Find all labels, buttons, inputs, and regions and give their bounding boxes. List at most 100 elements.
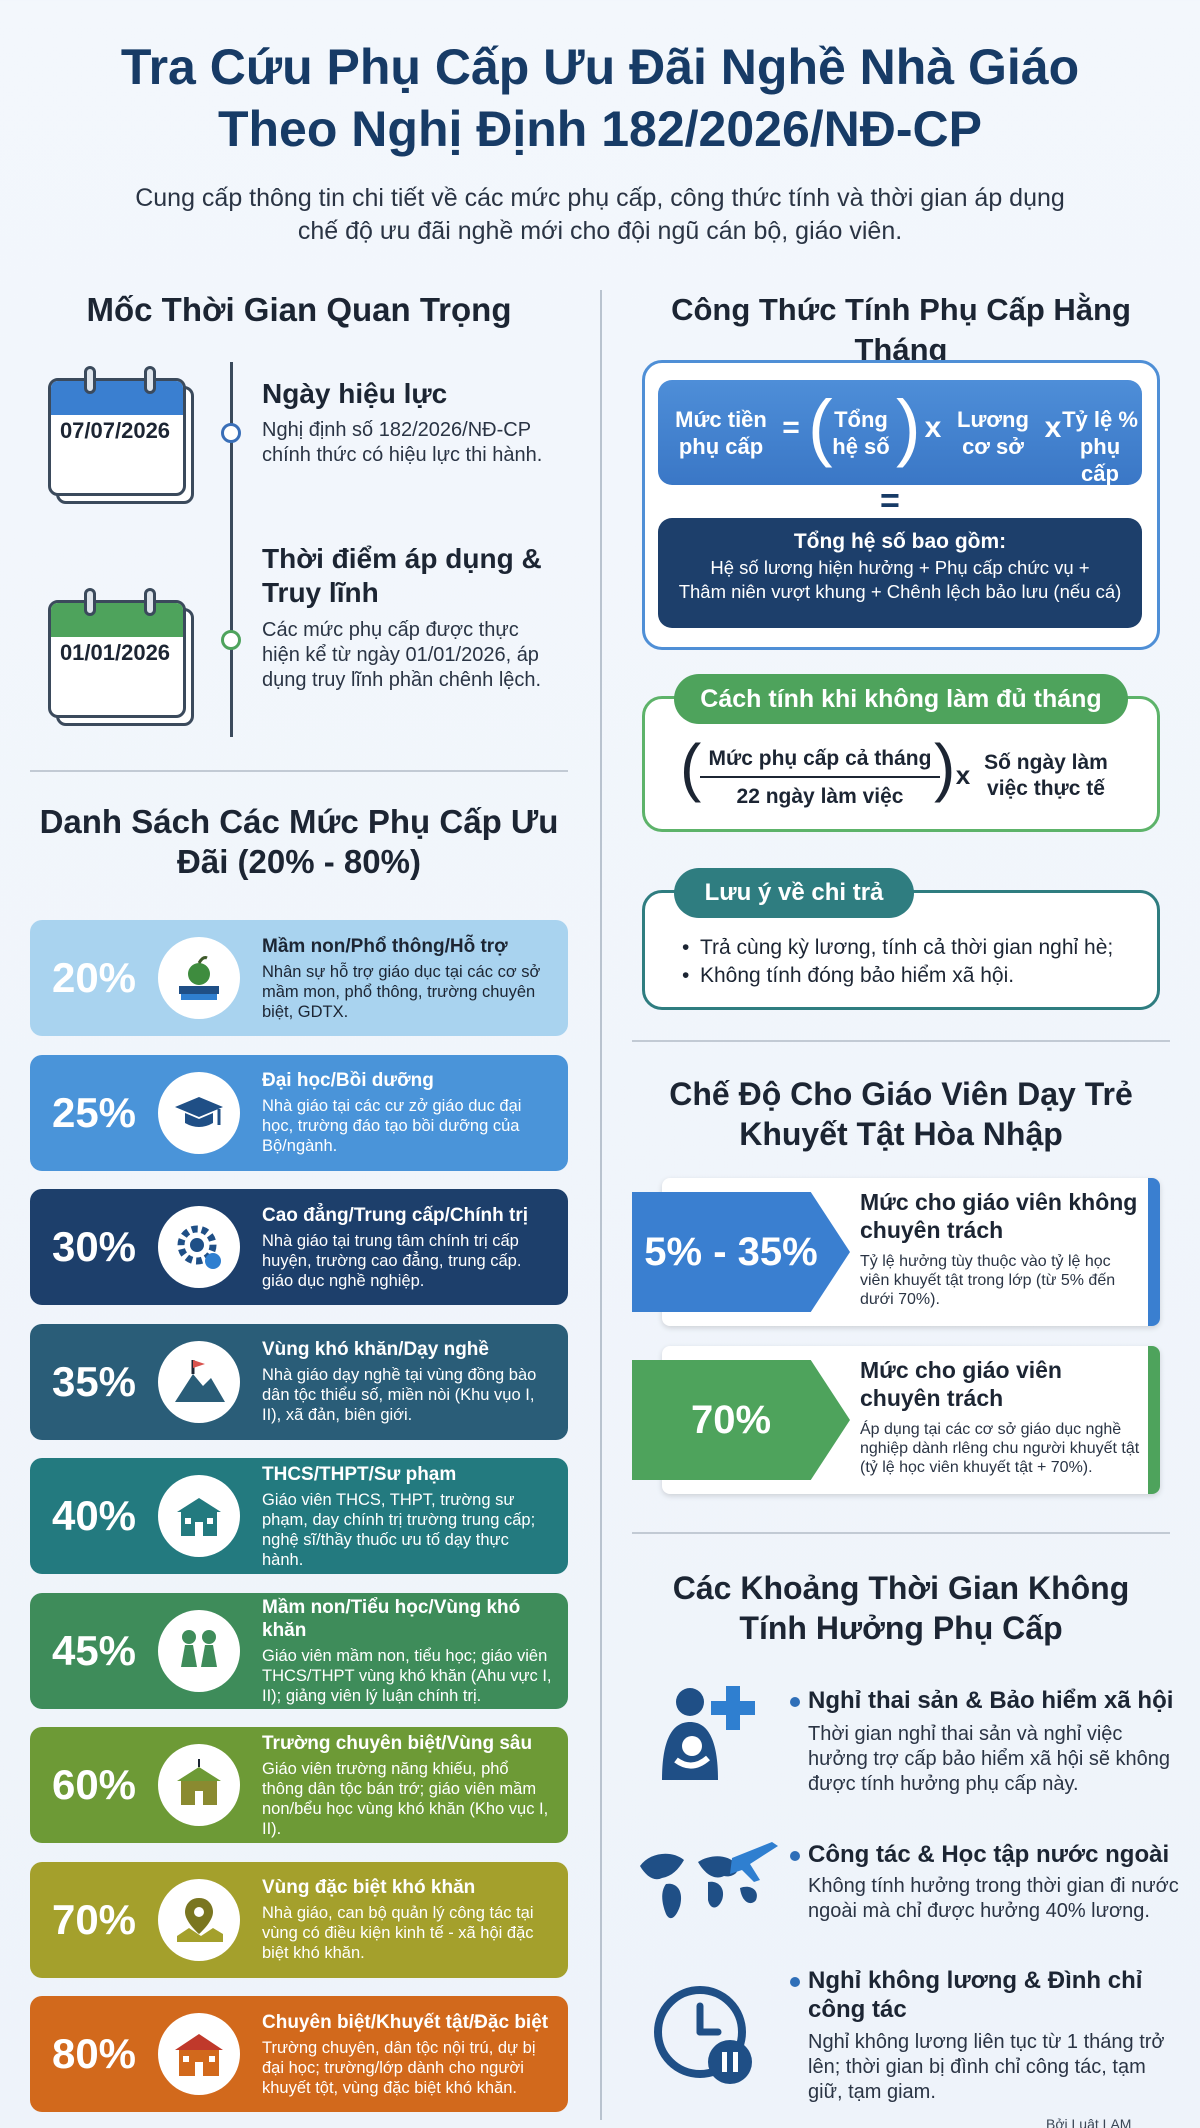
partial-numerator: Mức phụ cấp cả tháng: [700, 746, 940, 778]
payment-note-title: Lưu ý về chi trả: [674, 868, 914, 918]
timeline-text-2: Các mức phụ cấp được thực hiện kể từ ngà…: [262, 619, 542, 691]
rate-row-3: 30% Cao đẳng/Trung cấp/Chính trị Nhà giáo …: [30, 1189, 568, 1305]
rate-percent: 30%: [51, 1223, 137, 1270]
partial-month-title: Cách tính khi không làm đủ tháng: [674, 674, 1128, 724]
calendar-icon-2: 01/01/2026: [40, 582, 194, 726]
timeline-dot-2: [221, 630, 241, 650]
rate-heading: Vùng khó khăn/Dạy nghề: [262, 1339, 489, 1360]
page-subtitle: Cung cấp thông tin chi tiết về các mức p…: [90, 182, 1110, 248]
formula-times-2: x: [1044, 411, 1062, 444]
excluded-heading-3: Nghỉ không lương & Đình chỉ công tác: [789, 1967, 1143, 2023]
rate-row-9: 80% Chuyên biệt/Khuyết tật/Đặc biệt Trường…: [30, 1996, 568, 2112]
rate-heading: Trường chuyên biệt/Vùng sâu: [262, 1732, 533, 1754]
rate-heading: Mầm non/Tiểu học/Vùng khó khăn: [262, 1596, 521, 1641]
rate-percent: 35%: [51, 1357, 137, 1405]
payment-note-item-1: Trả cùng kỳ lương, tính cả thời gian ngh…: [682, 935, 1113, 961]
timeline-line: [230, 362, 233, 737]
disability-card-1: 5% - 35% Mức cho giáo viên không chuyên …: [632, 1178, 1160, 1326]
disability-heading-2: Mức cho giáo viên chuyên trách: [860, 1357, 1062, 1411]
rate-percent: 60%: [51, 1761, 137, 1808]
footer-credit: Bởi Luật LAM: [1046, 2116, 1132, 2128]
rate-percent: 20%: [51, 954, 137, 1001]
rate-percent: 70%: [51, 1895, 137, 1943]
maternity-icon: [662, 1686, 755, 1780]
timeline-title: Mốc Thời Gian Quan Trọng: [86, 291, 512, 328]
timeline-heading-1: Ngày hiệu lực: [262, 378, 448, 409]
children-icon: [158, 1609, 240, 1692]
page-title: Tra Cứu Phụ Cấp Ưu Đãi Nghề Nhà Giáo The…: [40, 36, 1160, 160]
timeline-date-1: 07/07/2026: [59, 418, 171, 443]
rate-percent: 40%: [51, 1492, 137, 1539]
rate-heading: Cao đẳng/Trung cấp/Chính trị: [262, 1204, 528, 1226]
rate-heading: Đại học/Bồi dưỡng: [262, 1070, 434, 1091]
timeline-dot-1: [221, 423, 241, 443]
subtitle-line-2: chế độ ưu đãi nghề mới cho đội ngũ cán b…: [297, 217, 903, 245]
rate-description: Giáo viên THCS, THPT, trường sư phạm, da…: [262, 1490, 536, 1569]
calendar-icon-1: 07/07/2026: [40, 360, 194, 504]
rate-description: Nhà giáo, can bộ quản lý công tác tại vù…: [262, 1904, 534, 1962]
excluded-title: Các Khoảng Thời Gian Không Tính Hưởng Ph…: [672, 1570, 1130, 1646]
formula-total-box: Tổng hệ số bao gồm: Hệ số lương hiện hưở…: [658, 518, 1142, 628]
gear-wrench-icon: [158, 1206, 240, 1288]
rate-row-7: 60% Trường chuyên biệt/Vùng sâu Giáo viên …: [30, 1727, 568, 1843]
rate-description: Nhà giáo tại các cư zở giáo duc đại học,…: [262, 1097, 522, 1155]
rate-description: Nhà giáo tại trung tâm chính trị cấp huy…: [262, 1231, 522, 1290]
rate-row-2: 25% Đại học/Bồi dưỡng Nhà giáo tại các cư …: [30, 1054, 568, 1171]
rate-percent: 45%: [51, 1626, 137, 1674]
rate-description: Trường chuyên, dân tộc nội trú, dự bị đạ…: [262, 2038, 536, 2097]
excluded-desc-1: Thời gian nghỉ thai sản và nghỉ việc hưở…: [808, 1723, 1171, 1795]
payment-note-item-2: Không tính đóng bảo hiểm xã hội.: [682, 963, 1014, 989]
formula-term-1: Mức tiền phụ cấp: [675, 407, 767, 459]
map-pin-icon: [158, 1878, 240, 1961]
disability-desc-2: Áp dụng tại các cơ sở giáo dục nghề nghi…: [860, 1421, 1140, 1476]
partial-paren-open: (: [680, 731, 702, 803]
disability-heading-1: Mức cho giáo viên không chuyên trách: [860, 1189, 1138, 1243]
partial-right: Số ngày làm việc thực tế: [984, 751, 1108, 800]
rate-heading: Mầm non/Phổ thông/Hỗ trợ: [262, 935, 508, 957]
title-line-2: Theo Nghị Định 182/2026/NĐ-CP: [217, 101, 983, 157]
disability-rate-1: 5% - 35%: [632, 1192, 850, 1312]
partial-times: x: [955, 760, 971, 790]
left-divider-1: [30, 770, 568, 772]
formula-eq: =: [782, 411, 800, 444]
rate-row-5: 40% THCS/THPT/Sư phạm Giáo viên THCS, THPT…: [30, 1458, 568, 1574]
formula-times-1: x: [924, 411, 942, 444]
right-divider-1: [632, 1040, 1170, 1042]
formula-bar: Mức tiền phụ cấp = ( Tổng hệ số ) x Lương c…: [658, 380, 1142, 486]
excluded-heading-1: Nghỉ thai sản & Bảo hiểm xã hội: [789, 1687, 1174, 1714]
rate-row-1: 20% Mầm non/Phổ thông/Hỗ trợ Nhân sự hỗ tr…: [30, 920, 568, 1036]
column-divider: [600, 290, 602, 2120]
partial-denominator: 22 ngày làm việc: [736, 785, 904, 808]
rate-row-6: 45% Mầm non/Tiểu học/Vùng khó khăn Giáo vi…: [30, 1592, 568, 1709]
rate-heading: THCS/THPT/Sư phạm: [262, 1463, 457, 1485]
timeline-date-2: 01/01/2026: [59, 640, 171, 665]
excluded-desc-3: Nghỉ không lương liên tục từ 1 tháng trở…: [808, 2031, 1165, 2103]
right-divider-2: [632, 1532, 1170, 1534]
rate-heading: Vùng đặc biệt khó khăn: [262, 1877, 476, 1898]
rate-description: Nhà giáo dạy nghề tại vùng đồng bào dân …: [262, 1366, 537, 1424]
apple-books-icon: [158, 937, 240, 1019]
subtitle-line-1: Cung cấp thông tin chi tiết về các mức p…: [135, 184, 1065, 212]
formula-term-3: Lương cơ sở: [957, 407, 1029, 459]
mountain-flag-icon: [158, 1340, 240, 1423]
rate-row-8: 70% Vùng đặc biệt khó khăn Nhà giáo, can b…: [30, 1861, 568, 1978]
rate-percent: 80%: [51, 2030, 137, 2077]
special-school-icon: [158, 1744, 240, 1826]
timeline-heading-2: Thời điểm áp dụng & Truy lĩnh: [262, 543, 542, 608]
timeline-text-1: Nghị định số 182/2026/NĐ-CP chính thức c…: [262, 419, 543, 466]
school-building-icon: [158, 1475, 240, 1557]
rate-percent: 25%: [51, 1088, 137, 1136]
formula-term-4: Tỷ lệ % phụ cấp: [1062, 407, 1138, 486]
disability-card-2: 70% Mức cho giáo viên chuyên trách Áp dụ…: [632, 1346, 1160, 1494]
title-line-1: Tra Cứu Phụ Cấp Ưu Đãi Nghề Nhà Giáo: [120, 39, 1080, 95]
rate-description: Giáo viên trường năng khiếu, phổ thông d…: [262, 1759, 549, 1838]
world-plane-icon: [640, 1842, 778, 1919]
rate-description: Nhân sự hỗ trợ giáo dục tại các cơ sở mầ…: [262, 962, 541, 1021]
partial-paren-close: ): [934, 731, 956, 803]
graduation-cap-icon: [158, 1071, 240, 1154]
rate-row-4: 35% Vùng khó khăn/Dạy nghề Nhà giáo dạy ng…: [30, 1323, 568, 1440]
disability-rate-2: 70%: [632, 1360, 850, 1480]
rates-title: Danh Sách Các Mức Phụ Cấp Ưu Đãi (20% - …: [39, 803, 559, 880]
clock-pause-icon: [654, 1986, 752, 2084]
disability-desc-1: Tỷ lệ hưởng tùy thuộc vào tỷ lệ học viên…: [860, 1253, 1116, 1308]
